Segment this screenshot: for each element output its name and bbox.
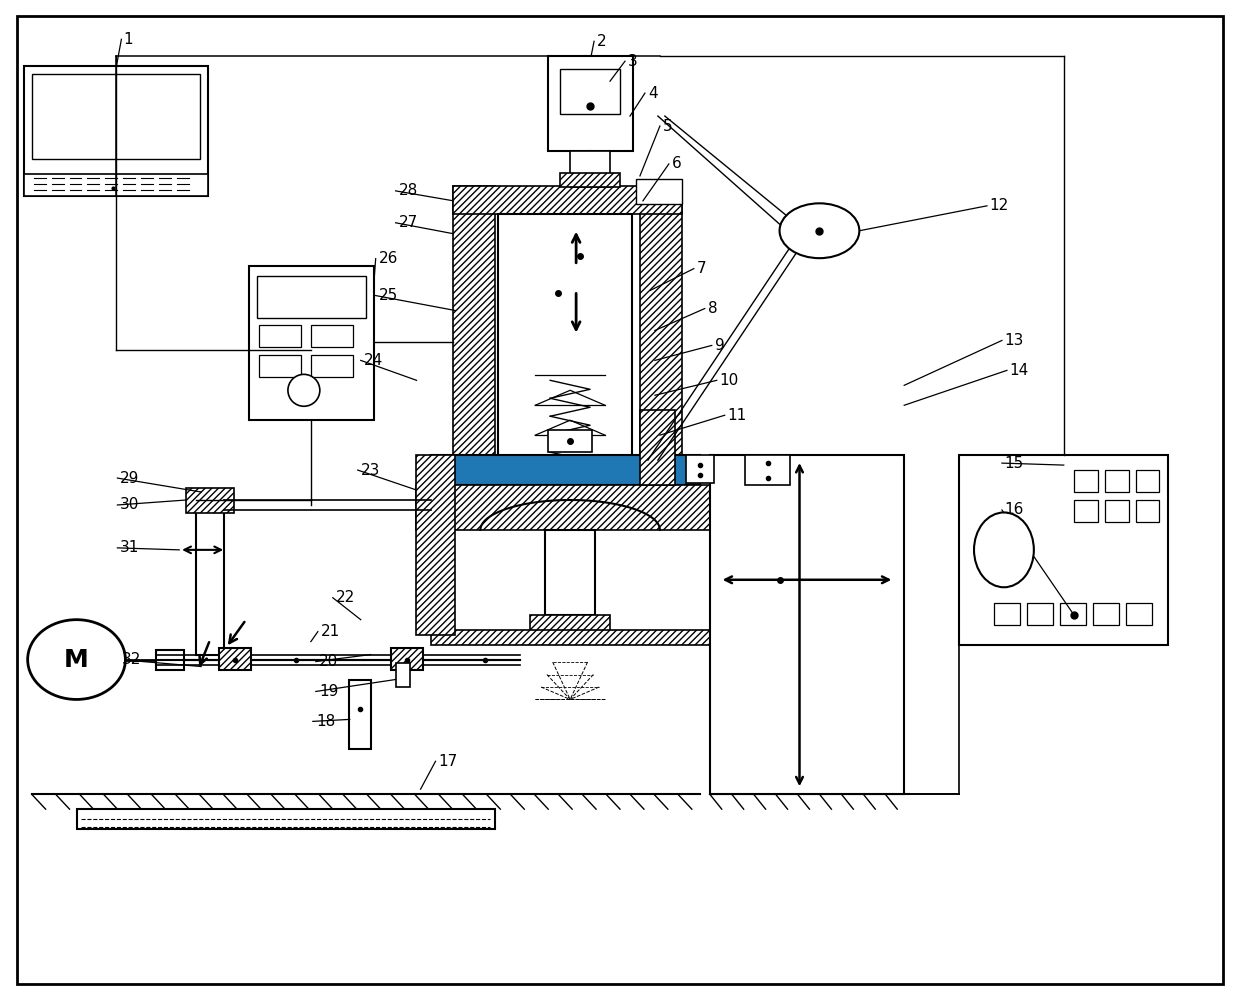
Bar (24, 174, 208, 196)
Bar (1136, 500, 1159, 522)
Bar (454, 186, 495, 490)
Text: 19: 19 (319, 684, 339, 699)
Text: 27: 27 (398, 215, 418, 230)
Bar (311, 355, 352, 377)
Circle shape (288, 374, 320, 406)
Bar (391, 648, 423, 670)
Bar (560, 69, 620, 114)
Bar (454, 186, 682, 214)
Text: 10: 10 (719, 373, 739, 388)
Text: 3: 3 (627, 54, 637, 69)
Bar (1027, 603, 1053, 625)
Text: 20: 20 (319, 654, 339, 669)
Bar (546, 530, 595, 615)
Bar (498, 214, 632, 490)
Bar (257, 276, 366, 318)
Bar (219, 648, 250, 670)
Bar (1136, 470, 1159, 492)
Bar (745, 455, 790, 485)
Bar (636, 179, 682, 204)
Ellipse shape (780, 203, 859, 258)
Text: 29: 29 (119, 471, 139, 486)
Bar (1126, 603, 1152, 625)
Text: 8: 8 (708, 301, 718, 316)
Bar (548, 430, 591, 452)
Bar (570, 151, 610, 187)
Bar (24, 66, 208, 196)
Text: 13: 13 (1004, 333, 1023, 348)
Bar (531, 615, 610, 635)
Bar (77, 809, 495, 829)
Bar (1060, 603, 1086, 625)
Bar (709, 455, 904, 794)
Text: 12: 12 (990, 198, 1008, 213)
Text: M: M (64, 648, 89, 672)
Text: 32: 32 (122, 652, 141, 667)
Text: 7: 7 (697, 261, 707, 276)
Bar (396, 663, 409, 687)
Bar (640, 186, 682, 490)
Bar (311, 325, 352, 347)
Text: 1: 1 (124, 32, 133, 47)
Text: 5: 5 (663, 119, 672, 134)
Bar (259, 355, 301, 377)
Text: 4: 4 (649, 86, 657, 101)
Bar (348, 680, 371, 749)
Text: 18: 18 (316, 714, 335, 729)
Text: 28: 28 (398, 183, 418, 198)
Text: 2: 2 (598, 34, 606, 49)
Bar (994, 603, 1019, 625)
Bar (1074, 470, 1097, 492)
Bar (430, 455, 699, 485)
Bar (415, 455, 455, 635)
Bar (32, 74, 200, 159)
Bar (196, 490, 224, 655)
Text: 14: 14 (1009, 363, 1028, 378)
Text: 31: 31 (119, 540, 139, 555)
Bar (249, 266, 373, 420)
Text: 24: 24 (363, 353, 383, 368)
Text: 23: 23 (361, 463, 381, 478)
Ellipse shape (27, 620, 125, 699)
Bar (186, 488, 234, 513)
Bar (415, 485, 709, 530)
Text: 11: 11 (728, 408, 746, 423)
Ellipse shape (973, 512, 1034, 587)
Bar (1092, 603, 1118, 625)
Bar (686, 455, 714, 483)
Bar (259, 325, 301, 347)
Text: 9: 9 (714, 338, 724, 353)
Text: 15: 15 (1004, 456, 1023, 471)
Bar (560, 173, 620, 187)
Text: 17: 17 (439, 754, 458, 769)
Bar (548, 56, 632, 151)
Bar (156, 650, 185, 670)
Bar (1105, 500, 1128, 522)
Bar (430, 455, 699, 485)
Text: 6: 6 (672, 156, 682, 171)
Text: 16: 16 (1004, 502, 1023, 517)
Text: 21: 21 (321, 624, 340, 639)
Bar (1105, 470, 1128, 492)
Bar (430, 630, 709, 645)
Text: 22: 22 (336, 590, 355, 605)
Bar (640, 410, 675, 485)
Text: 25: 25 (378, 288, 398, 303)
Text: 26: 26 (378, 251, 398, 266)
Bar (1074, 500, 1097, 522)
Bar (959, 455, 1168, 645)
Text: 30: 30 (119, 497, 139, 512)
